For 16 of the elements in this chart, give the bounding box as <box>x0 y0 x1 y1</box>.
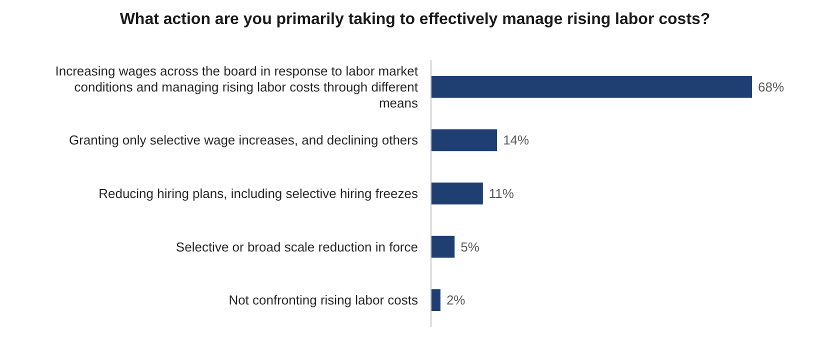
y-tick-label: Not confronting rising labor costs <box>228 292 418 308</box>
bar <box>431 289 440 312</box>
y-tick-label: Granting only selective wage increases, and declining others <box>68 132 418 148</box>
data-label: 2% <box>446 292 466 308</box>
data-label: 14% <box>503 132 530 148</box>
bar <box>431 236 455 258</box>
bar <box>431 129 498 152</box>
y-tick-label: Selective or broad scale reduction in force <box>176 239 418 254</box>
data-label: 5% <box>460 239 480 254</box>
y-tick-label: Increasing wages across the board in response to labor market conditions and managing rising labor costs through different means <box>55 63 418 110</box>
bar <box>431 76 752 98</box>
data-label: 68% <box>758 79 784 94</box>
data-label: 11% <box>488 186 514 201</box>
bar <box>431 182 483 204</box>
chart-title: What action are you primarily taking to effectively manage rising labor costs? <box>120 11 710 28</box>
y-tick-label: Reducing hiring plans, including selective hiring freezes <box>98 186 418 201</box>
